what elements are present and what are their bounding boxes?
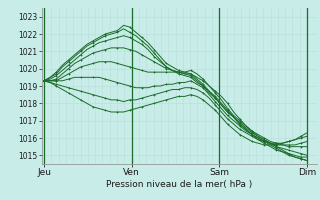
X-axis label: Pression niveau de la mer( hPa ): Pression niveau de la mer( hPa ) — [106, 180, 252, 189]
